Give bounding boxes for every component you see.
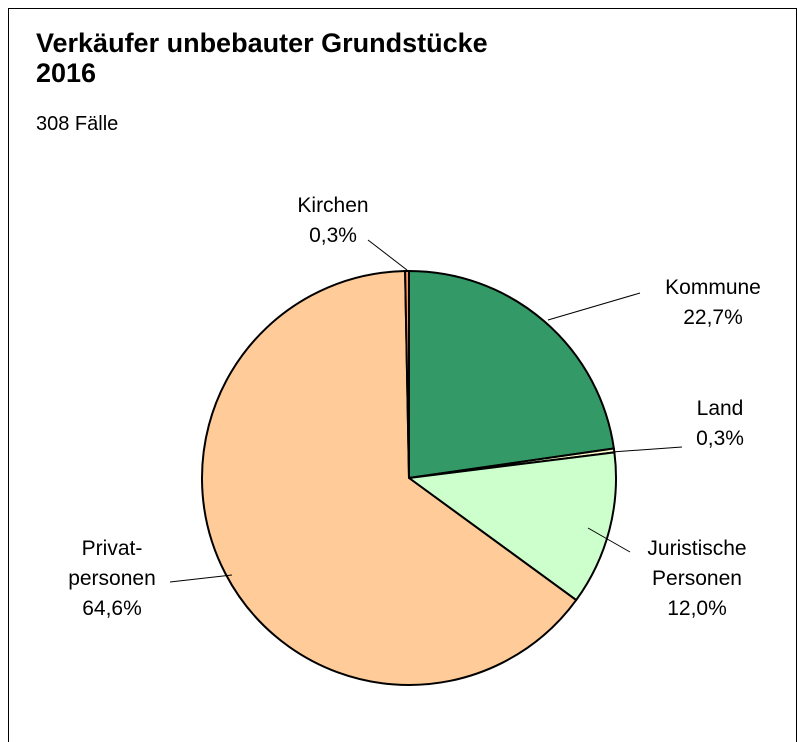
leader-line	[367, 239, 408, 271]
slice-label: Privat-personen	[68, 537, 156, 590]
pie-slice	[404, 270, 410, 479]
slice-label: Kommune	[665, 276, 761, 299]
leader-line	[169, 574, 233, 583]
leader-line	[611, 446, 683, 453]
pie-slice	[408, 270, 615, 479]
chart-title: Verkäufer unbebauter Grundstücke 2016	[36, 28, 488, 88]
slice-label: Juristische Personen	[647, 537, 746, 590]
value-label: 22,7%	[683, 306, 743, 329]
pie-slice	[408, 451, 617, 602]
value-label: 0,3%	[696, 427, 744, 450]
value-label: 12,0%	[667, 597, 727, 620]
pie-slice	[201, 270, 578, 686]
slice-label: Kirchen	[297, 194, 368, 217]
chart-subtitle: 308 Fälle	[36, 113, 118, 135]
value-label: 0,3%	[309, 224, 357, 247]
leader-line	[587, 527, 631, 553]
slice-label: Land	[697, 397, 744, 420]
leader-line	[547, 292, 641, 321]
value-label: 64,6%	[82, 597, 142, 620]
